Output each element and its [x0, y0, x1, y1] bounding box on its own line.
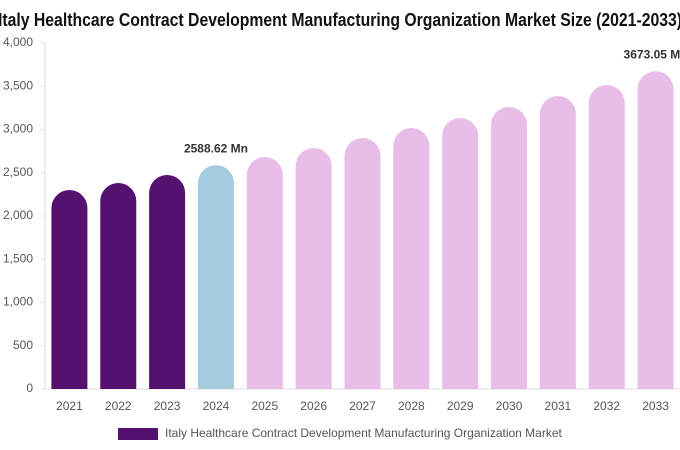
chart-title: Italy Healthcare Contract Development Ma… — [0, 10, 680, 30]
bar — [491, 107, 528, 389]
x-tick-label: 2024 — [203, 399, 230, 413]
bar — [149, 174, 186, 389]
y-tick-label: 2,500 — [3, 165, 33, 179]
x-tick-label: 2033 — [642, 399, 669, 413]
y-tick-label: 1,500 — [3, 251, 33, 265]
y-tick-label: 2,000 — [3, 208, 33, 222]
bar — [100, 183, 137, 389]
x-tick-label: 2022 — [105, 399, 132, 413]
x-tick-label: 2027 — [349, 399, 376, 413]
bar — [51, 190, 88, 389]
x-tick-label: 2031 — [545, 399, 572, 413]
bar — [539, 96, 576, 389]
x-tick-label: 2021 — [56, 399, 83, 413]
bar — [442, 117, 479, 390]
x-tick-label: 2028 — [398, 399, 425, 413]
x-tick-label: 2032 — [593, 399, 620, 413]
bar — [197, 165, 234, 389]
x-tick-label: 2023 — [154, 399, 181, 413]
x-tick-label: 2029 — [447, 399, 474, 413]
bar — [588, 85, 625, 389]
x-tick-label: 2030 — [496, 399, 523, 413]
y-tick-label: 3,500 — [3, 78, 33, 92]
y-tick-label: 4,000 — [3, 35, 33, 49]
x-tick-label: 2026 — [300, 399, 327, 413]
x-tick-label: 2025 — [251, 399, 278, 413]
bar — [295, 148, 332, 389]
value-label: 3673.05 Mn — [624, 47, 680, 61]
bar — [637, 71, 674, 389]
y-tick-label: 1,000 — [3, 295, 33, 309]
bar — [393, 128, 430, 390]
y-tick-label: 500 — [13, 338, 33, 352]
legend-swatch — [118, 428, 158, 440]
bar — [246, 157, 283, 389]
legend-label: Italy Healthcare Contract Development Ma… — [165, 426, 563, 440]
value-label: 2588.62 Mn — [184, 141, 248, 155]
y-tick-label: 3,000 — [3, 122, 33, 136]
bar — [344, 137, 381, 389]
y-tick-label: 0 — [26, 381, 33, 395]
